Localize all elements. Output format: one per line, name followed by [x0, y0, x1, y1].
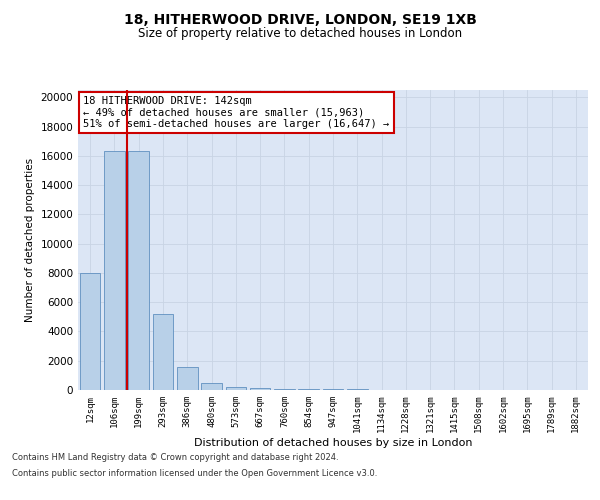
X-axis label: Distribution of detached houses by size in London: Distribution of detached houses by size … [194, 438, 472, 448]
Bar [201, 382, 222, 390]
Text: Contains public sector information licensed under the Open Government Licence v3: Contains public sector information licen… [12, 468, 377, 477]
Bar [128, 152, 149, 390]
Bar [250, 388, 271, 390]
Bar [152, 314, 173, 390]
Bar [226, 387, 246, 390]
Text: Size of property relative to detached houses in London: Size of property relative to detached ho… [138, 28, 462, 40]
Bar [274, 388, 295, 390]
Text: Contains HM Land Registry data © Crown copyright and database right 2024.: Contains HM Land Registry data © Crown c… [12, 454, 338, 462]
Bar [177, 366, 197, 390]
Bar [298, 389, 319, 390]
Bar [80, 273, 100, 390]
Y-axis label: Number of detached properties: Number of detached properties [25, 158, 35, 322]
Bar [104, 152, 125, 390]
Text: 18 HITHERWOOD DRIVE: 142sqm
← 49% of detached houses are smaller (15,963)
51% of: 18 HITHERWOOD DRIVE: 142sqm ← 49% of det… [83, 96, 389, 129]
Text: 18, HITHERWOOD DRIVE, LONDON, SE19 1XB: 18, HITHERWOOD DRIVE, LONDON, SE19 1XB [124, 12, 476, 26]
